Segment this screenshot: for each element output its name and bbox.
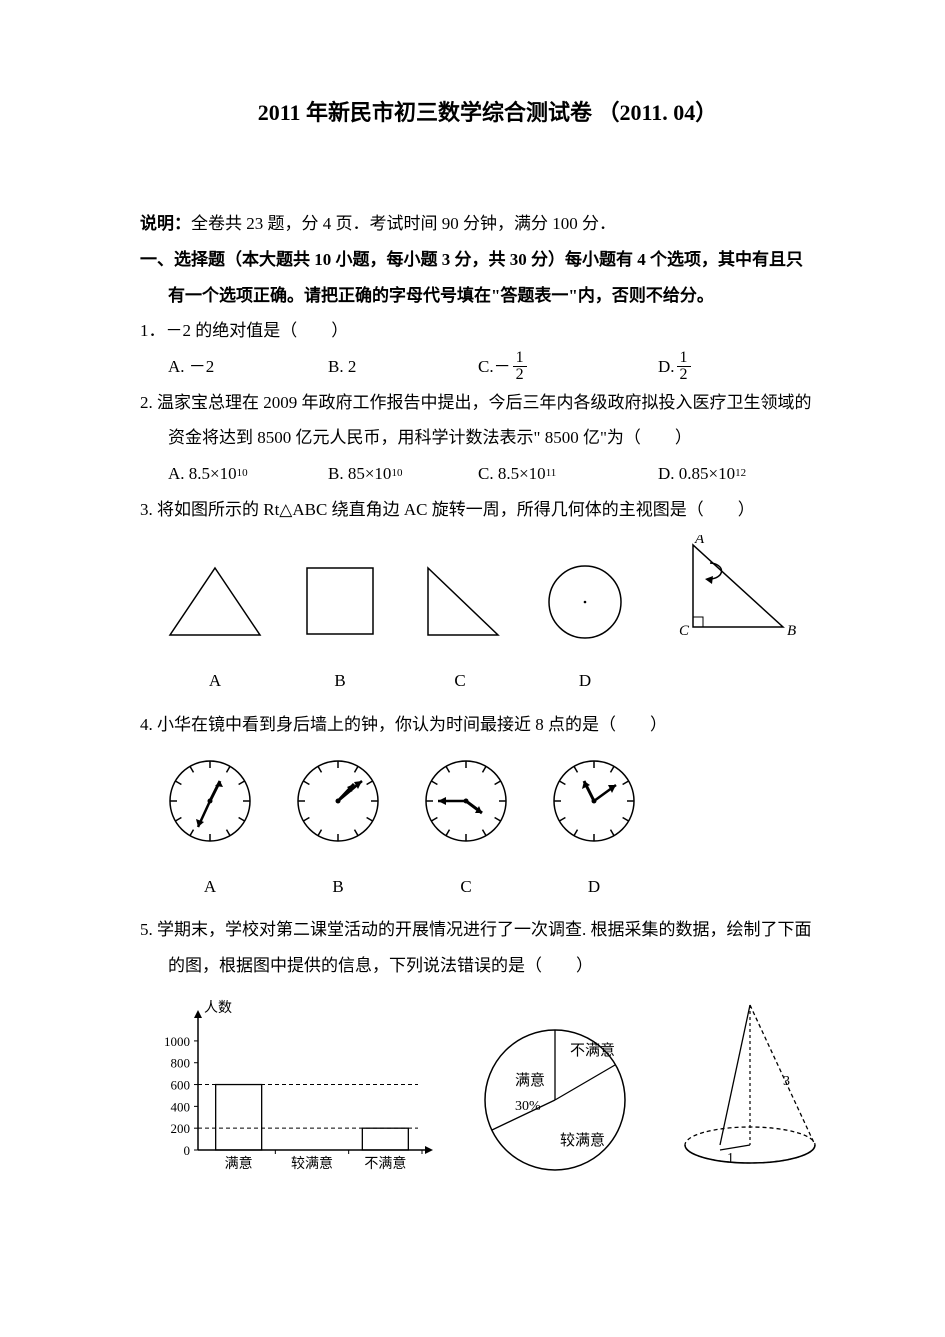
instructions-text: 全卷共 23 题，分 4 页．考试时间 90 分钟，满分 100 分．: [191, 214, 616, 233]
circle-icon: [538, 560, 633, 645]
q2-options: A. 8.5×1010 B. 85×1010 C. 8.5×1011 D. 0.…: [140, 456, 835, 492]
q1-options: A. －2 B. 2 C. － 1 2 D. 1 2: [140, 349, 835, 385]
instructions-label: 说明：: [140, 214, 191, 233]
q5-line1: 5. 学期末，学校对第二课堂活动的开展情况进行了一次调查. 根据采集的数据，绘制…: [140, 912, 835, 948]
svg-text:400: 400: [171, 1099, 191, 1114]
cone-icon: 1 3: [665, 990, 835, 1180]
rt-triangle-abc-icon: A C B: [655, 535, 805, 645]
q3-fig-abc: A C B: [650, 535, 810, 645]
triangle-icon: [160, 560, 270, 645]
pie-label-unsatisfied: 不满意: [570, 1041, 615, 1059]
cone-slant-label: 3: [783, 1074, 790, 1089]
q4-clock-d: [544, 751, 644, 851]
svg-text:1000: 1000: [164, 1034, 190, 1049]
q4-label-b: B: [288, 869, 388, 905]
svg-text:0: 0: [184, 1143, 191, 1158]
pie-chart: 不满意 满意 30% 较满意: [460, 1010, 660, 1185]
section1-line2: 有一个选项正确。请把正确的字母代号填在"答题表一"内，否则不给分。: [140, 278, 835, 314]
svg-text:较满意: 较满意: [291, 1155, 333, 1172]
fraction-icon: 1 2: [513, 350, 527, 383]
fraction-icon: 1 2: [677, 350, 691, 383]
svg-text:不满意: 不满意: [364, 1155, 406, 1172]
q2-opt-b: B. 85×1010: [328, 456, 478, 492]
q3-label-a: A: [150, 663, 280, 699]
pie-label-satisfied: 满意: [515, 1071, 545, 1089]
q1-opt-b: B. 2: [328, 349, 478, 385]
clock-icon: [160, 751, 260, 851]
q4-stem: 4. 小华在镜中看到身后墙上的钟，你认为时间最接近 8 点的是（ ）: [140, 707, 835, 743]
q1-opt-d: D. 1 2: [658, 349, 693, 385]
right-triangle-icon: [413, 560, 508, 645]
q3-fig-c: [400, 560, 520, 645]
pie-label-fairly-satisfied: 较满意: [560, 1131, 605, 1149]
q3-fig-b: [280, 560, 400, 645]
q2-opt-d: D. 0.85×1012: [658, 456, 746, 492]
svg-text:200: 200: [171, 1121, 191, 1136]
q2-opt-c: C. 8.5×1011: [478, 456, 658, 492]
q2-line2: 资金将达到 8500 亿元人民币，用科学计数法表示" 8500 亿"为（ ）: [140, 420, 835, 456]
q3-labels: A B C D: [140, 663, 835, 699]
vertex-b-label: B: [787, 623, 796, 639]
q4-labels: A B C D: [140, 869, 835, 905]
q4-clock-c: [416, 751, 516, 851]
pie-label-30pct: 30%: [515, 1099, 541, 1114]
q5-line2: 的图，根据图中提供的信息，下列说法错误的是（ ）: [140, 948, 835, 984]
q5-charts: 人数02004006008001000满意较满意不满意 不满意 满意 30% 较…: [140, 990, 835, 1185]
q1-opt-c: C. － 1 2: [478, 349, 658, 385]
svg-text:600: 600: [171, 1077, 191, 1092]
q2-line1: 2. 温家宝总理在 2009 年政府工作报告中提出，今后三年内各级政府拟投入医疗…: [140, 385, 835, 421]
q3-label-b: B: [280, 663, 400, 699]
q4-label-c: C: [416, 869, 516, 905]
q4-figures: [140, 751, 835, 851]
q4-clock-a: [160, 751, 260, 851]
svg-text:满意: 满意: [225, 1155, 253, 1172]
clock-icon: [416, 751, 516, 851]
vertex-c-label: C: [679, 623, 690, 639]
q1-opt-a: A. －2: [168, 349, 328, 385]
q4-label-a: A: [160, 869, 260, 905]
page-title: 2011 年新民市初三数学综合测试卷 （2011. 04）: [140, 90, 835, 136]
cone-radius-label: 1: [727, 1151, 734, 1166]
section1-line1: 一、选择题（本大题共 10 小题，每小题 3 分，共 30 分）每小题有 4 个…: [140, 242, 835, 278]
q3-figures: A C B: [140, 535, 835, 645]
clock-icon: [544, 751, 644, 851]
q3-label-d: D: [520, 663, 650, 699]
instructions: 说明：全卷共 23 题，分 4 页．考试时间 90 分钟，满分 100 分．: [140, 206, 835, 242]
q3-fig-a: [150, 560, 280, 645]
q4-clock-b: [288, 751, 388, 851]
q3-label-c: C: [400, 663, 520, 699]
svg-text:人数: 人数: [204, 1000, 232, 1016]
vertex-a-label: A: [694, 535, 705, 547]
square-icon: [295, 560, 385, 645]
svg-text:800: 800: [171, 1056, 191, 1071]
clock-icon: [288, 751, 388, 851]
q2-opt-a: A. 8.5×1010: [168, 456, 328, 492]
q1-stem: 1．－2 的绝对值是（ ）: [140, 313, 835, 349]
q4-label-d: D: [544, 869, 644, 905]
q3-fig-d: [520, 560, 650, 645]
q3-stem: 3. 将如图所示的 Rt△ABC 绕直角边 AC 旋转一周，所得几何体的主视图是…: [140, 492, 835, 528]
bar-chart: 人数 0 200 400 600 800 1000 满意 较满意 不满意: [140, 990, 440, 1180]
